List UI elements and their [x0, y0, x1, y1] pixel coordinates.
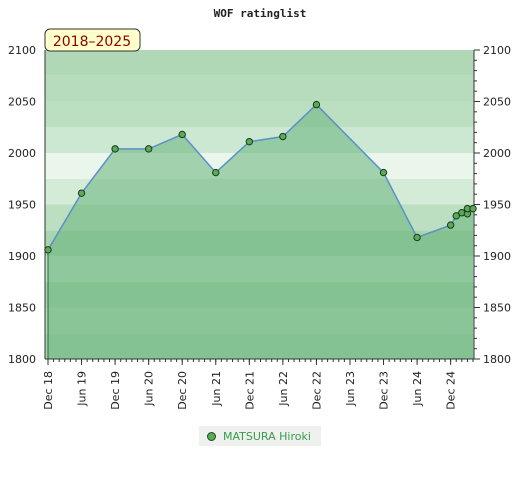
data-point	[446, 221, 455, 229]
legend-label: MATSURA Hiroki	[223, 429, 311, 443]
y-tick-label-left: 1850	[8, 302, 36, 315]
x-tick-label: Jun 22	[277, 371, 290, 407]
x-tick-label: Jun 24	[411, 371, 424, 407]
x-tick-label: Jun 20	[143, 371, 156, 407]
markers	[44, 100, 477, 254]
y-tick-label-left: 1950	[8, 199, 36, 212]
x-tick-label: Dec 19	[109, 371, 122, 410]
area-layer	[47, 104, 473, 359]
x-tick-label: Dec 21	[243, 371, 256, 410]
data-point	[212, 168, 220, 177]
data-point	[469, 204, 477, 213]
x-tick-label: Jun 23	[344, 371, 357, 407]
data-point	[44, 246, 52, 254]
y-tick-label-left: 2000	[8, 147, 36, 160]
legend: MATSURA Hiroki	[199, 426, 321, 446]
y-tick-label-left: 2050	[8, 96, 36, 109]
rating-area	[48, 104, 473, 359]
background-band	[45, 75, 474, 102]
x-tick-label: Dec 24	[445, 371, 458, 410]
period-badge-text: 2018–2025	[53, 34, 131, 50]
period-badge: 2018–2025	[44, 28, 141, 52]
y-tick-label-left: 2100	[8, 44, 36, 57]
data-point	[279, 132, 287, 141]
y-tick-label-right: 1800	[483, 353, 511, 366]
background-band	[45, 101, 474, 128]
x-tick-label: Dec 20	[176, 371, 189, 410]
y-tick-label-right: 1950	[483, 199, 511, 212]
data-point	[379, 168, 388, 177]
data-point	[111, 145, 119, 153]
y-tick-label-right: 2050	[483, 96, 511, 109]
data-point	[77, 189, 86, 197]
y-tick-label-right: 1900	[483, 250, 511, 263]
y-tick-label-right: 1850	[483, 302, 511, 315]
chart-title: WOF ratinglist	[214, 7, 307, 20]
data-point	[452, 212, 460, 220]
x-tick-label: Dec 18	[42, 371, 55, 410]
x-tick-label: Jun 21	[210, 371, 223, 407]
y-tick-label-right: 2100	[483, 44, 511, 57]
data-point	[245, 137, 254, 146]
y-tick-label-right: 2000	[483, 147, 511, 160]
x-tick-label: Jun 19	[76, 371, 89, 407]
data-point	[144, 145, 153, 153]
data-point	[312, 100, 321, 109]
y-tick-label-left: 1900	[8, 250, 36, 263]
x-tick-label: Dec 23	[378, 371, 391, 410]
x-tick-label: Dec 22	[310, 371, 323, 410]
legend-marker	[207, 431, 216, 441]
data-point	[178, 130, 186, 139]
axes: 1800 1800 1850 1850 1900 1900 1950 1950 2000 2000…	[8, 44, 511, 410]
background-band	[45, 50, 474, 76]
y-tick-label-left: 1800	[8, 353, 36, 366]
data-point	[413, 233, 421, 242]
